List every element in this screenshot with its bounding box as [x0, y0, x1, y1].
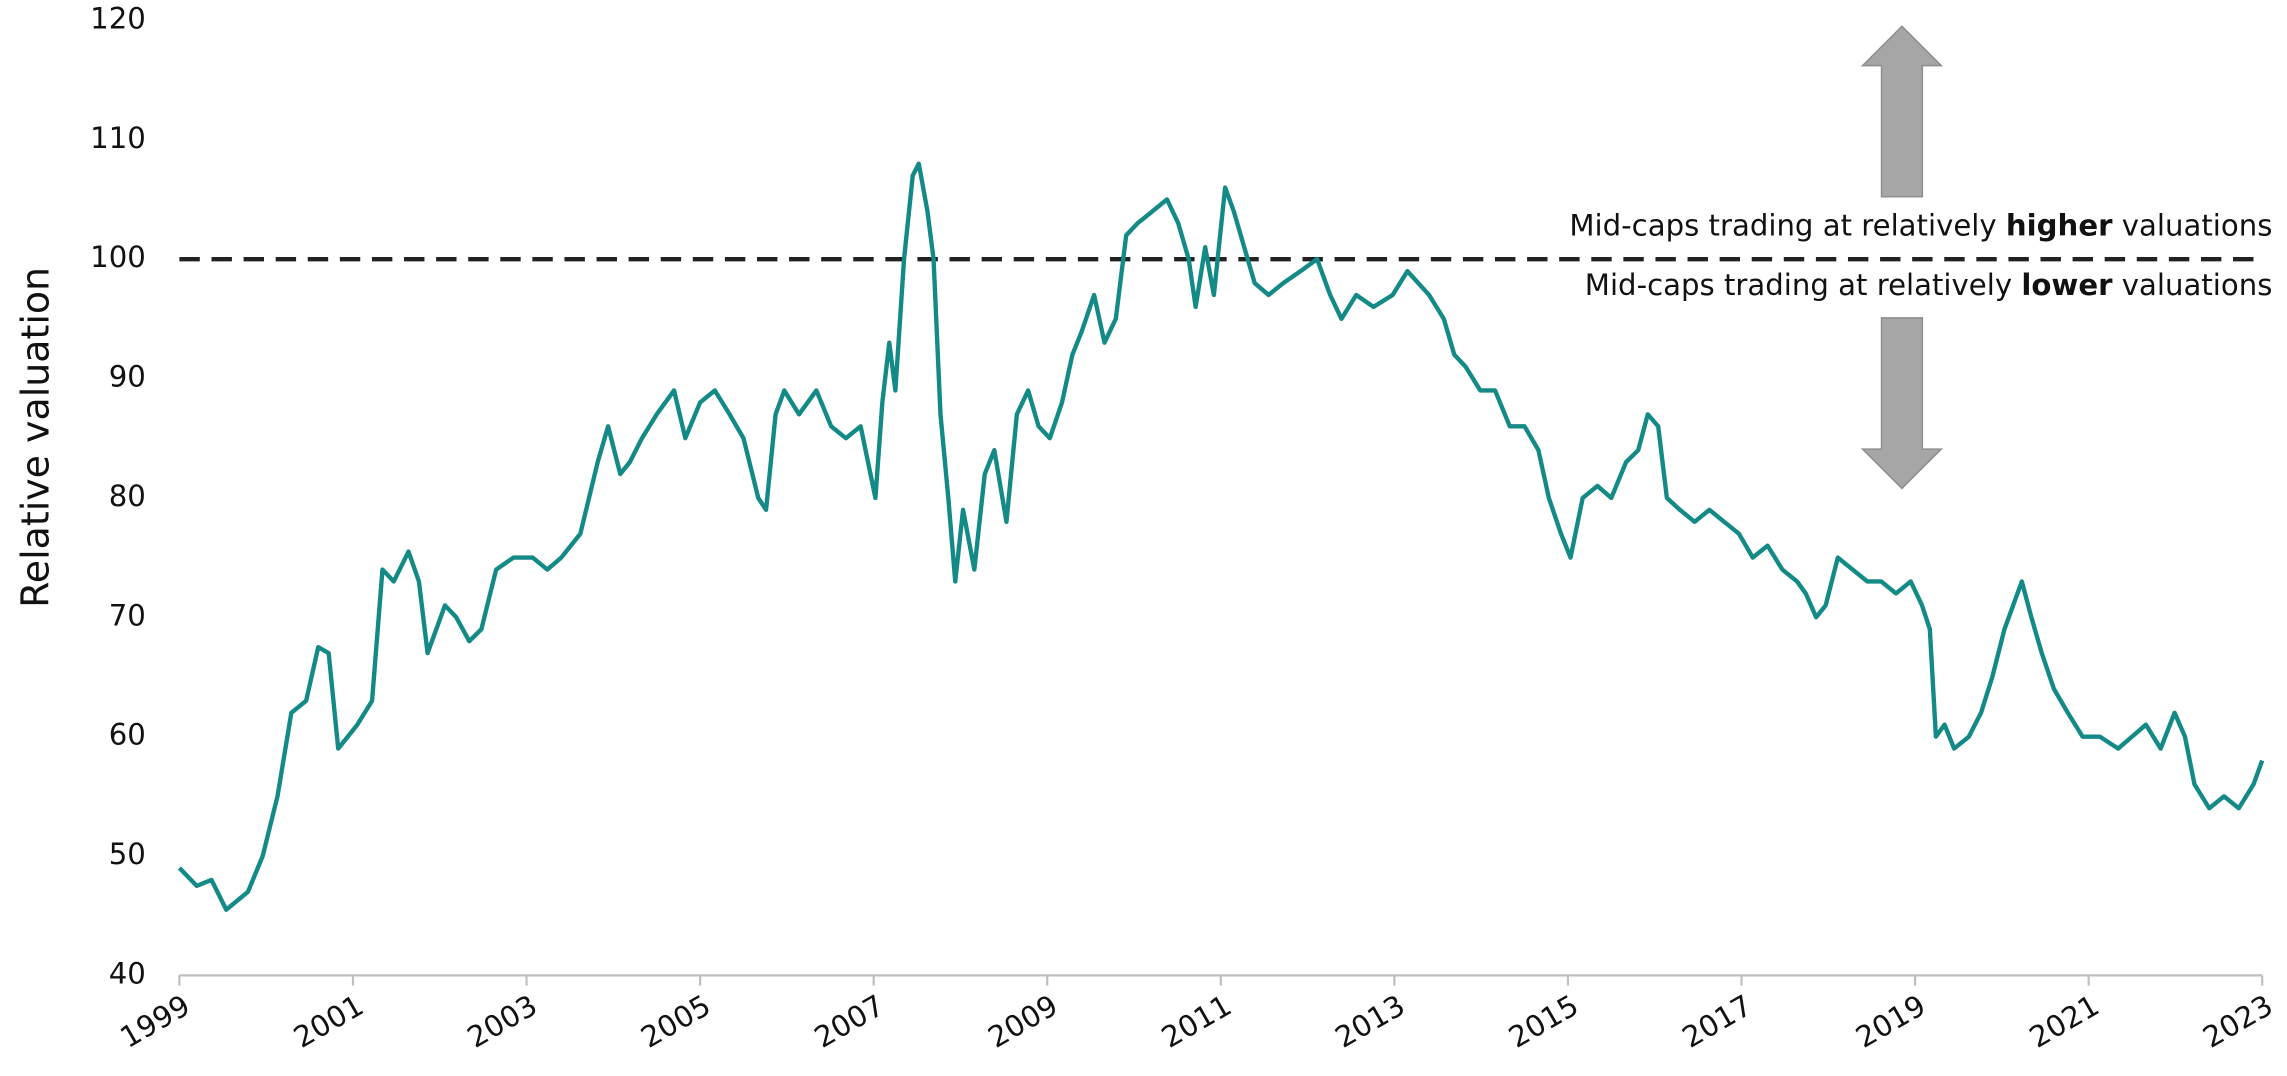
y-tick-label: 40 — [109, 956, 146, 990]
y-tick-label: 120 — [90, 1, 146, 35]
annotation-text: Mid-caps trading at relatively — [1569, 208, 2006, 242]
annotation-text: valuations — [2112, 268, 2272, 302]
annotation-bold: lower — [2021, 268, 2113, 302]
data-line — [177, 161, 2265, 912]
x-tick-label: 2023 — [2197, 988, 2278, 1055]
y-tick-label: 60 — [109, 718, 146, 752]
x-tick-label: 2015 — [1503, 988, 1584, 1055]
annotation-text: Mid-caps trading at relatively — [1585, 268, 2022, 302]
y-tick-label: 90 — [109, 360, 146, 394]
x-tick-label: 2001 — [288, 988, 369, 1055]
x-tick-label: 2021 — [2024, 988, 2105, 1055]
x-tick-label: 2009 — [982, 988, 1063, 1055]
y-axis-label: Relative valuation — [13, 267, 57, 608]
y-tick-label: 50 — [109, 837, 146, 871]
y-tick-label: 70 — [109, 598, 146, 632]
annotation-higher: Mid-caps trading at relatively higher va… — [1569, 208, 2272, 242]
annotation-text: valuations — [2112, 208, 2272, 242]
y-tick-label: 100 — [90, 240, 146, 274]
x-tick-label: 2013 — [1329, 988, 1410, 1055]
x-tick-label: 2017 — [1676, 988, 1757, 1055]
x-tick-label: 2003 — [462, 988, 543, 1055]
x-tick-label: 2019 — [1850, 988, 1931, 1055]
annotation-lower: Mid-caps trading at relatively lower val… — [1585, 268, 2273, 302]
x-tick-label: 1999 — [114, 988, 195, 1055]
annotation-bold: higher — [2006, 208, 2113, 242]
x-tick-label: 2007 — [809, 988, 890, 1055]
y-tick-label: 80 — [109, 479, 146, 513]
x-tick-label: 2005 — [635, 988, 716, 1055]
up-arrow — [1860, 25, 1944, 198]
down-arrow — [1860, 317, 1944, 490]
y-tick-label: 110 — [90, 121, 146, 155]
x-tick-label: 2011 — [1156, 988, 1237, 1055]
